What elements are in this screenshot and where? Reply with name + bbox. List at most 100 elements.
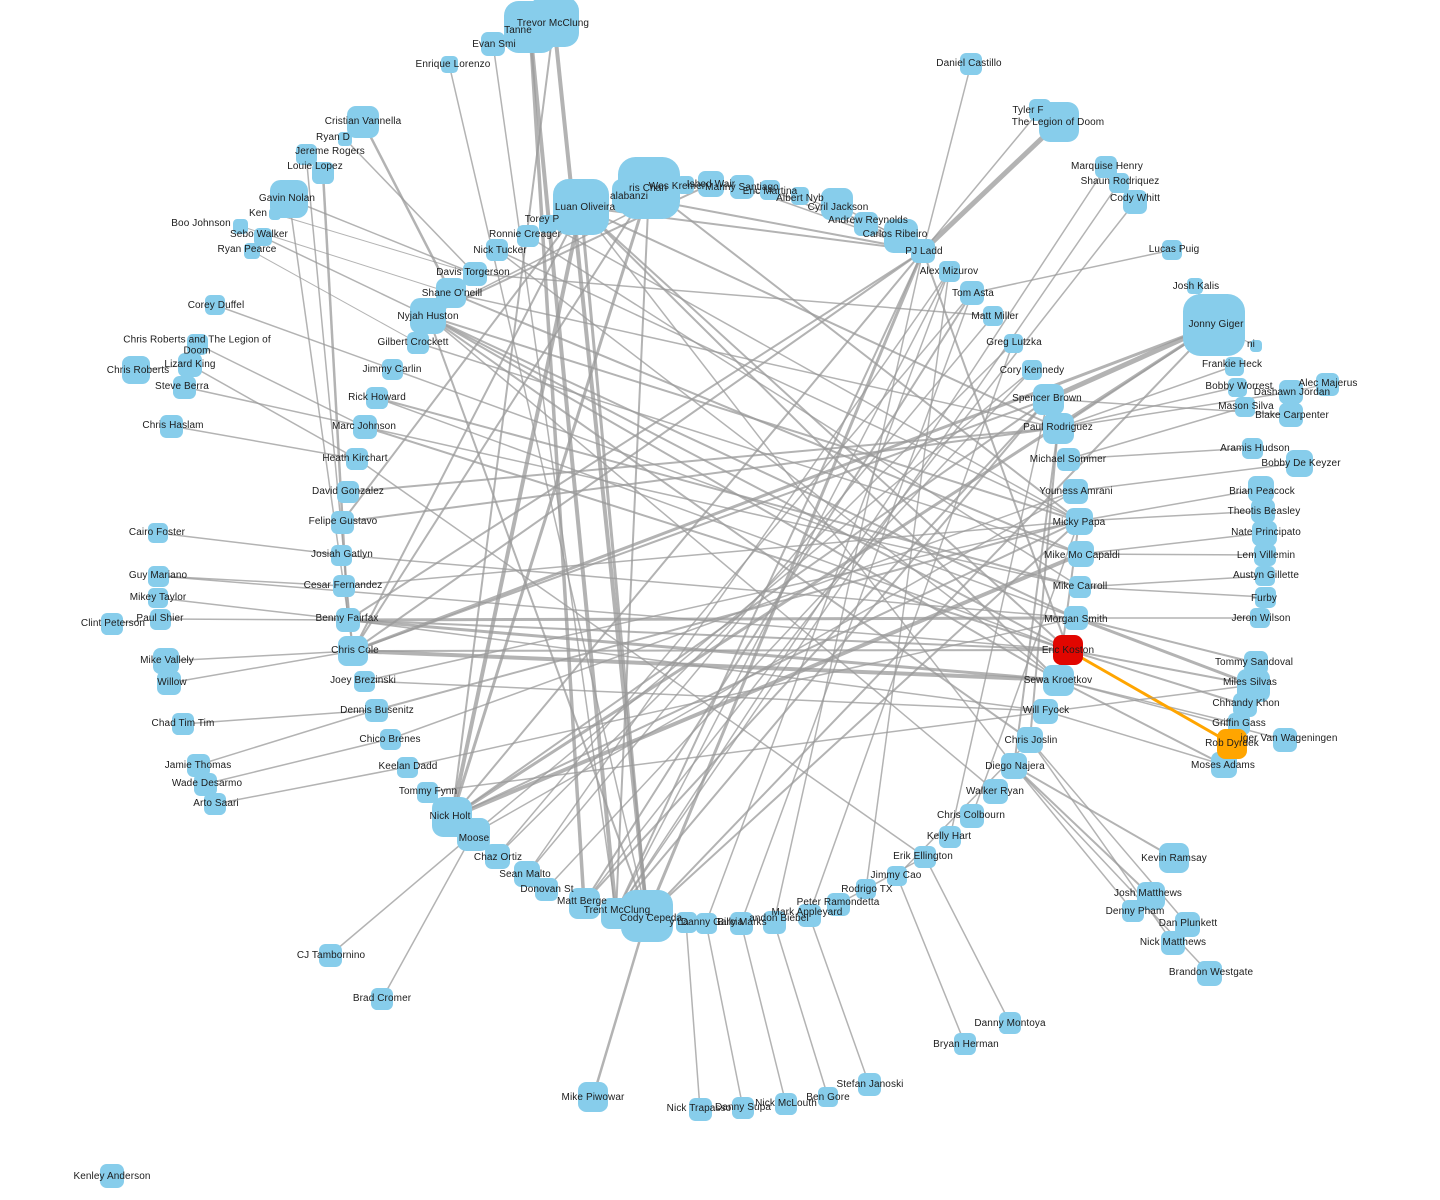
node-cody-cepeda[interactable] [621,890,673,942]
node-willow[interactable] [157,671,181,695]
node-ryan-pearce[interactable] [244,243,260,259]
node-will-fyock[interactable] [1032,698,1058,724]
node-chris-roberts-lod[interactable] [186,333,208,355]
node-kevin-ramsay[interactable] [1159,843,1189,873]
node-micky-papa[interactable] [1065,507,1093,535]
node-wade-desarmo[interactable] [193,772,217,796]
node-bryan-herman[interactable] [954,1033,976,1055]
node-mikey-taylor[interactable] [148,588,168,608]
node-moose[interactable] [456,817,490,851]
node-heath-kirchart[interactable] [346,448,368,470]
node-cesar-fernandez[interactable] [333,575,355,597]
node-michael-sommer[interactable] [1056,447,1080,471]
node-tom-asta[interactable] [960,281,984,305]
node-morgan-smith[interactable] [1064,606,1088,630]
node-chaz-ortiz[interactable] [484,843,510,869]
node-mike-piwowar[interactable] [578,1082,608,1112]
node-nick-tucker[interactable] [486,239,508,261]
node-eric-martina[interactable] [760,180,780,200]
node-matt-berger[interactable] [568,887,600,919]
node-jimmy-cao[interactable] [887,866,907,886]
node-nick-matthews[interactable] [1161,931,1185,955]
node-marc-johnson[interactable] [353,415,377,439]
node-pj-ladd[interactable] [911,239,935,263]
node-sewa-kroetkov[interactable] [1042,664,1074,696]
node-bobby-worrest[interactable] [1227,377,1247,397]
node-josiah-gatlyn[interactable] [330,544,352,566]
node-chris-roberts[interactable] [122,356,150,384]
node-keelan-dadd[interactable] [396,756,418,778]
node-jeron-wilson[interactable] [1250,608,1270,628]
node-danny-supa[interactable] [732,1097,754,1119]
node-louie-lopez[interactable] [312,162,334,184]
node-cyril-jackson[interactable] [821,188,853,220]
node-chris-haslam[interactable] [159,414,183,438]
node-benny-fairfax[interactable] [336,608,360,632]
node-ishod-wair[interactable] [698,171,724,197]
node-gilbert-crockett[interactable] [407,332,429,354]
node-joey-brezinski[interactable] [353,670,375,692]
node-evan-smith[interactable] [481,32,505,56]
node-billy-marks[interactable] [729,911,753,935]
node-andrew-reynolds[interactable] [854,212,878,236]
node-davis-torgerson[interactable] [463,262,487,286]
node-diego-najera[interactable] [1001,753,1027,779]
node-ronnie-creager[interactable] [517,225,539,247]
node-mike-carroll[interactable] [1069,576,1091,598]
node-denny-pham[interactable] [1122,900,1144,922]
node-blake-carpenter[interactable] [1279,403,1303,427]
node-theotis-beasley[interactable] [1251,499,1275,523]
node-chris-cole[interactable] [338,636,368,666]
node-kenley-anderson[interactable] [100,1164,124,1188]
node-mark-appleyard[interactable] [797,903,821,927]
node-chris-chan[interactable] [618,157,680,219]
node-paul-shier[interactable] [149,608,171,630]
node-bobby-de-keyzer[interactable] [1285,449,1313,477]
node-chico-brenes[interactable] [379,728,401,750]
node-cairo-foster[interactable] [148,523,168,543]
node-brandon-biebel[interactable] [762,910,786,934]
node-mike-vallely[interactable] [153,648,179,674]
node-trevor-mcclung[interactable] [529,0,579,47]
node-sebo-walker[interactable] [254,228,272,246]
node-shaun-rodriquez[interactable] [1109,173,1129,193]
node-lizard-king[interactable] [178,353,202,377]
node-nick-trapasso[interactable] [688,1097,712,1121]
node-ken[interactable] [269,208,281,220]
node-cristian-vannella[interactable] [347,106,379,138]
node-jimmy-carlin[interactable] [381,358,403,380]
node-rodrigo-tx[interactable] [856,879,876,899]
node-mike-mo-capaldi[interactable] [1068,541,1094,567]
node-danny-montoya[interactable] [999,1012,1021,1034]
node-matt-miller[interactable] [983,306,1003,326]
node-peter-ramondetta[interactable] [826,892,850,916]
node-chris-joslin[interactable] [1017,727,1043,753]
node-cody-whitt[interactable] [1123,190,1147,214]
node-brian-peacock[interactable] [1248,476,1274,502]
node-corey-duffel[interactable] [205,295,225,315]
node-nate-principato[interactable] [1251,520,1277,546]
node-steve-berra[interactable] [172,375,196,399]
node-wes-kremer[interactable] [676,176,694,194]
node-dashawn-jordan[interactable] [1279,380,1303,404]
node-nick-mclouth[interactable] [775,1093,797,1115]
node-paul-rodriguez[interactable] [1042,412,1074,444]
node-van-wageningen[interactable] [1273,728,1297,752]
node-tommy-fynn[interactable] [416,781,438,803]
node-marquise-henry[interactable] [1095,156,1117,178]
node-ni[interactable] [1250,340,1262,352]
node-y-la[interactable] [675,911,697,933]
node-youness-amrani[interactable] [1062,478,1088,504]
node-daniel-castillo[interactable] [960,53,982,75]
node-kelly-hart[interactable] [939,826,961,848]
node-rob-dyrdek[interactable] [1217,729,1247,759]
node-enrique-lorenzo[interactable] [440,55,458,73]
node-nyjah-huston[interactable] [410,298,446,334]
node-stefan-janoski[interactable] [857,1072,881,1096]
node-aramis-hudson[interactable] [1241,437,1263,459]
node-clint-peterson[interactable] [101,613,123,635]
node-jereme-rogers[interactable] [295,143,317,165]
node-josh-kalis[interactable] [1187,278,1203,294]
node-david-gonzalez[interactable] [337,481,359,503]
node-chad-tim-tim[interactable] [172,713,194,735]
